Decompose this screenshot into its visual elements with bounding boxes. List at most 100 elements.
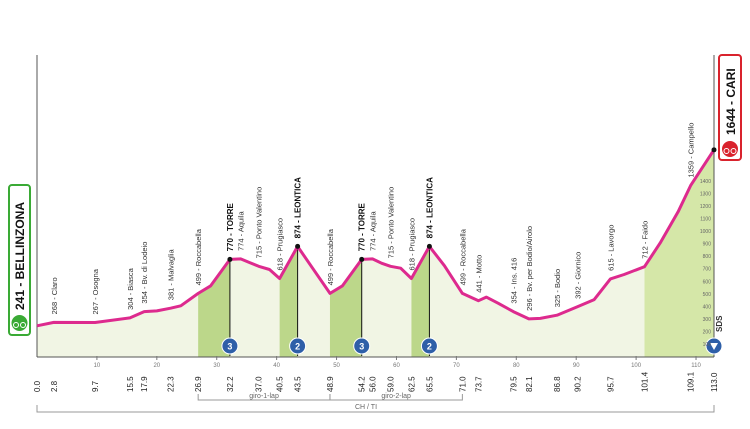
y-tick-label: 400 bbox=[703, 304, 712, 310]
climb-category: 2 bbox=[427, 342, 432, 352]
waypoint-label: 325 - Bodio bbox=[553, 269, 562, 307]
waypoint-label: 715 - Ponto Valentino bbox=[255, 187, 264, 259]
x-tick-label: 20 bbox=[153, 363, 160, 369]
climb-category: 3 bbox=[227, 342, 232, 352]
km-label: 86.8 bbox=[553, 376, 562, 392]
km-label: 56.0 bbox=[369, 376, 378, 392]
finish-dot bbox=[711, 147, 717, 153]
y-tick-label: 200 bbox=[703, 329, 712, 335]
climb-badge bbox=[420, 337, 438, 355]
x-tick-label: 60 bbox=[393, 363, 400, 369]
finish-label: 1644 - CARI bbox=[724, 68, 738, 135]
y-tick-label: 500 bbox=[703, 292, 712, 298]
km-label: 62.5 bbox=[407, 376, 416, 392]
waypoint-label: 770 - TORRE bbox=[358, 202, 367, 251]
km-label: 43.5 bbox=[294, 376, 303, 392]
waypoint-label: 770 - TORRE bbox=[226, 202, 235, 251]
km-label: 40.5 bbox=[276, 376, 285, 392]
x-tick-label: 10 bbox=[94, 363, 101, 369]
icon bbox=[710, 343, 718, 350]
y-tick-label: 1000 bbox=[700, 229, 711, 235]
waypoint-label: 1359 - Campello bbox=[687, 123, 696, 178]
km-label: 0.0 bbox=[33, 380, 42, 392]
km-label: 2.8 bbox=[50, 380, 59, 392]
x-tick-label: 70 bbox=[453, 363, 460, 369]
km-label: 73.7 bbox=[475, 376, 484, 392]
km-label: 71.0 bbox=[458, 376, 467, 392]
waypoint-label: 267 - Osogna bbox=[91, 268, 100, 314]
waypoint-label: 874 - LEONTICA bbox=[425, 177, 434, 239]
km-label: 26.9 bbox=[194, 376, 203, 392]
icon bbox=[13, 322, 19, 328]
lap-label: giro-2-lap bbox=[381, 393, 411, 400]
summit-dot bbox=[295, 243, 301, 249]
x-tick-label: 80 bbox=[513, 363, 520, 369]
lap-bracket bbox=[329, 394, 463, 401]
km-label: 15.5 bbox=[126, 376, 135, 392]
x-tick-label: 50 bbox=[333, 363, 340, 369]
y-tick-label: 1400 bbox=[700, 179, 711, 185]
km-label: 54.2 bbox=[358, 376, 367, 392]
km-label: 65.5 bbox=[425, 376, 434, 392]
icon bbox=[723, 148, 730, 154]
waypoint-label: 774 - Aquila bbox=[369, 210, 378, 250]
y-tick-label: 300 bbox=[703, 317, 712, 323]
summit-dot bbox=[227, 256, 233, 262]
waypoint-label: 774 - Aquila bbox=[237, 210, 246, 250]
icon bbox=[20, 322, 26, 328]
summit-dot bbox=[426, 243, 432, 249]
climb-badge bbox=[353, 337, 371, 355]
x-tick-label: 40 bbox=[273, 363, 280, 369]
y-tick-label: 700 bbox=[703, 267, 712, 273]
sprint-label: SDS bbox=[715, 315, 724, 332]
climb-category: 2 bbox=[295, 342, 300, 352]
x-tick-label: 90 bbox=[573, 363, 580, 369]
y-tick-label: 1300 bbox=[700, 191, 711, 197]
km-label: 101.4 bbox=[641, 371, 650, 392]
km-label: 22.3 bbox=[167, 376, 176, 392]
profile-line bbox=[36, 148, 716, 328]
start-box bbox=[8, 184, 31, 336]
border-label: CH / TI bbox=[355, 404, 377, 411]
waypoint-label: 296 - Bv. per Bodio/Airolo bbox=[525, 226, 534, 311]
waypoint-label: 304 - Biasca bbox=[126, 267, 135, 310]
waypoint-label: 441 - Motto bbox=[475, 255, 484, 293]
waypoint-label: 715 - Ponto Valentino bbox=[386, 187, 395, 259]
summit-dot bbox=[359, 256, 365, 262]
waypoint-label: 615 - Lavorgo bbox=[606, 225, 615, 271]
y-tick-label: 1100 bbox=[700, 217, 711, 223]
y-tick-label: 600 bbox=[703, 279, 712, 285]
waypoint-label: 381 - Malvaglia bbox=[167, 249, 176, 301]
waypoint-label: 499 - Roccabella bbox=[194, 228, 203, 285]
km-label: 90.2 bbox=[573, 376, 582, 392]
km-label: 82.1 bbox=[525, 376, 534, 392]
km-label: 79.5 bbox=[509, 376, 518, 392]
border-bracket bbox=[36, 405, 715, 413]
km-label: 37.0 bbox=[255, 376, 264, 392]
waypoint-label: 392 - Giornico bbox=[573, 252, 582, 299]
y-tick-label: 900 bbox=[703, 242, 712, 248]
climb-category: 3 bbox=[359, 342, 364, 352]
waypoint-label: 874 - LEONTICA bbox=[294, 177, 303, 239]
start-label: 241 - BELLINZONA bbox=[13, 202, 27, 310]
km-label: 59.0 bbox=[386, 376, 395, 392]
waypoint-label: 354 - Bv. di Lodeio bbox=[140, 242, 149, 304]
km-label: 17.9 bbox=[140, 376, 149, 392]
km-label: 48.9 bbox=[326, 376, 335, 392]
waypoint-label: 268 - Claro bbox=[50, 277, 59, 314]
lap-label: giro-1-lap bbox=[249, 393, 279, 400]
km-label: 113.0 bbox=[710, 372, 719, 392]
y-tick-label: 1200 bbox=[700, 204, 711, 210]
waypoint-label: 354 - Ins. 416 bbox=[509, 258, 518, 304]
km-label: 32.2 bbox=[226, 376, 235, 392]
waypoint-label: 618 - Prugiasco bbox=[276, 218, 285, 271]
waypoint-label: 712 - Faido bbox=[641, 221, 650, 259]
waypoint-label: 618 - Prugiasco bbox=[407, 218, 416, 271]
finish-box bbox=[718, 54, 742, 161]
km-label: 95.7 bbox=[606, 376, 615, 392]
x-tick-label: 100 bbox=[631, 363, 642, 369]
climb-badge bbox=[289, 337, 307, 355]
y-tick-label: 100 bbox=[703, 342, 712, 348]
